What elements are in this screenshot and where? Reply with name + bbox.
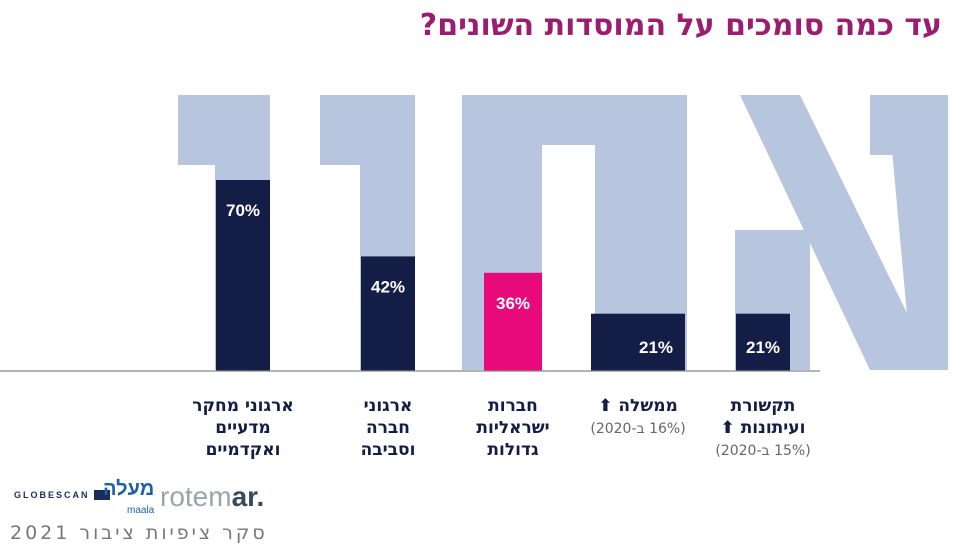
bars-group: 70% 42% 36% 21% 21% bbox=[216, 180, 790, 371]
bar-3 bbox=[484, 272, 542, 371]
ghost-letter-1-top bbox=[870, 95, 948, 155]
category-label-2-line-2: חברה bbox=[366, 418, 410, 438]
bar-value-label-2: 42% bbox=[371, 277, 405, 296]
chart-title: עד כמה סומכים על המוסדות השונים? bbox=[419, 8, 942, 43]
category-label-2-line-3: וסביבה bbox=[361, 440, 416, 460]
survey-footer: סקר ציפיות ציבור 2021 bbox=[10, 522, 268, 544]
category-label-4-line-1: ממשלה ⬆ bbox=[598, 396, 678, 416]
category-label-1-line-3: ואקדמיים bbox=[206, 440, 281, 460]
background-word-ghost bbox=[178, 95, 948, 370]
bar-2 bbox=[361, 256, 415, 371]
category-label-3-line-2: ישראליות bbox=[476, 418, 549, 438]
category-label-3-line-3: גדולות bbox=[487, 440, 539, 460]
globescan-logo: GLOBESCAN bbox=[14, 490, 110, 500]
rotemar-logo: rotemar. bbox=[160, 481, 264, 513]
rotemar-logo-light: rotem bbox=[160, 481, 232, 512]
category-label-3-line-1: חברות bbox=[488, 396, 538, 416]
category-note-4: (16% ב-2020) bbox=[590, 421, 685, 437]
trust-bar-chart: 70% 42% 36% 21% 21% ארגוני מחקרמדעייםואקדמיי… bbox=[0, 95, 948, 460]
bar-value-label-5: 21% bbox=[746, 338, 780, 357]
bar-value-label-3: 36% bbox=[496, 294, 530, 313]
bar-4 bbox=[591, 313, 685, 371]
bar-value-label-1: 70% bbox=[226, 201, 260, 220]
category-label-5-line-1: תקשורת bbox=[731, 396, 796, 416]
category-label-1-line-2: מדעיים bbox=[215, 418, 270, 438]
category-note-5: (15% ב-2020) bbox=[715, 443, 810, 459]
rotemar-logo-dark: ar. bbox=[231, 481, 265, 512]
category-label-1-line-1: ארגוני מחקר bbox=[192, 396, 293, 416]
ghost-letter-1-stroke bbox=[740, 95, 935, 370]
category-label-2-line-1: ארגוני bbox=[364, 396, 413, 416]
ghost-letter-1-leg bbox=[892, 150, 948, 370]
bar-1 bbox=[216, 180, 270, 371]
bar-value-label-4: 21% bbox=[639, 338, 673, 357]
bar-5 bbox=[736, 313, 790, 371]
maala-logo: מעלה bbox=[103, 478, 155, 500]
maala-logo-subtext: maala bbox=[127, 505, 155, 516]
category-label-5-line-2: ועיתונות ⬆ bbox=[721, 418, 806, 438]
